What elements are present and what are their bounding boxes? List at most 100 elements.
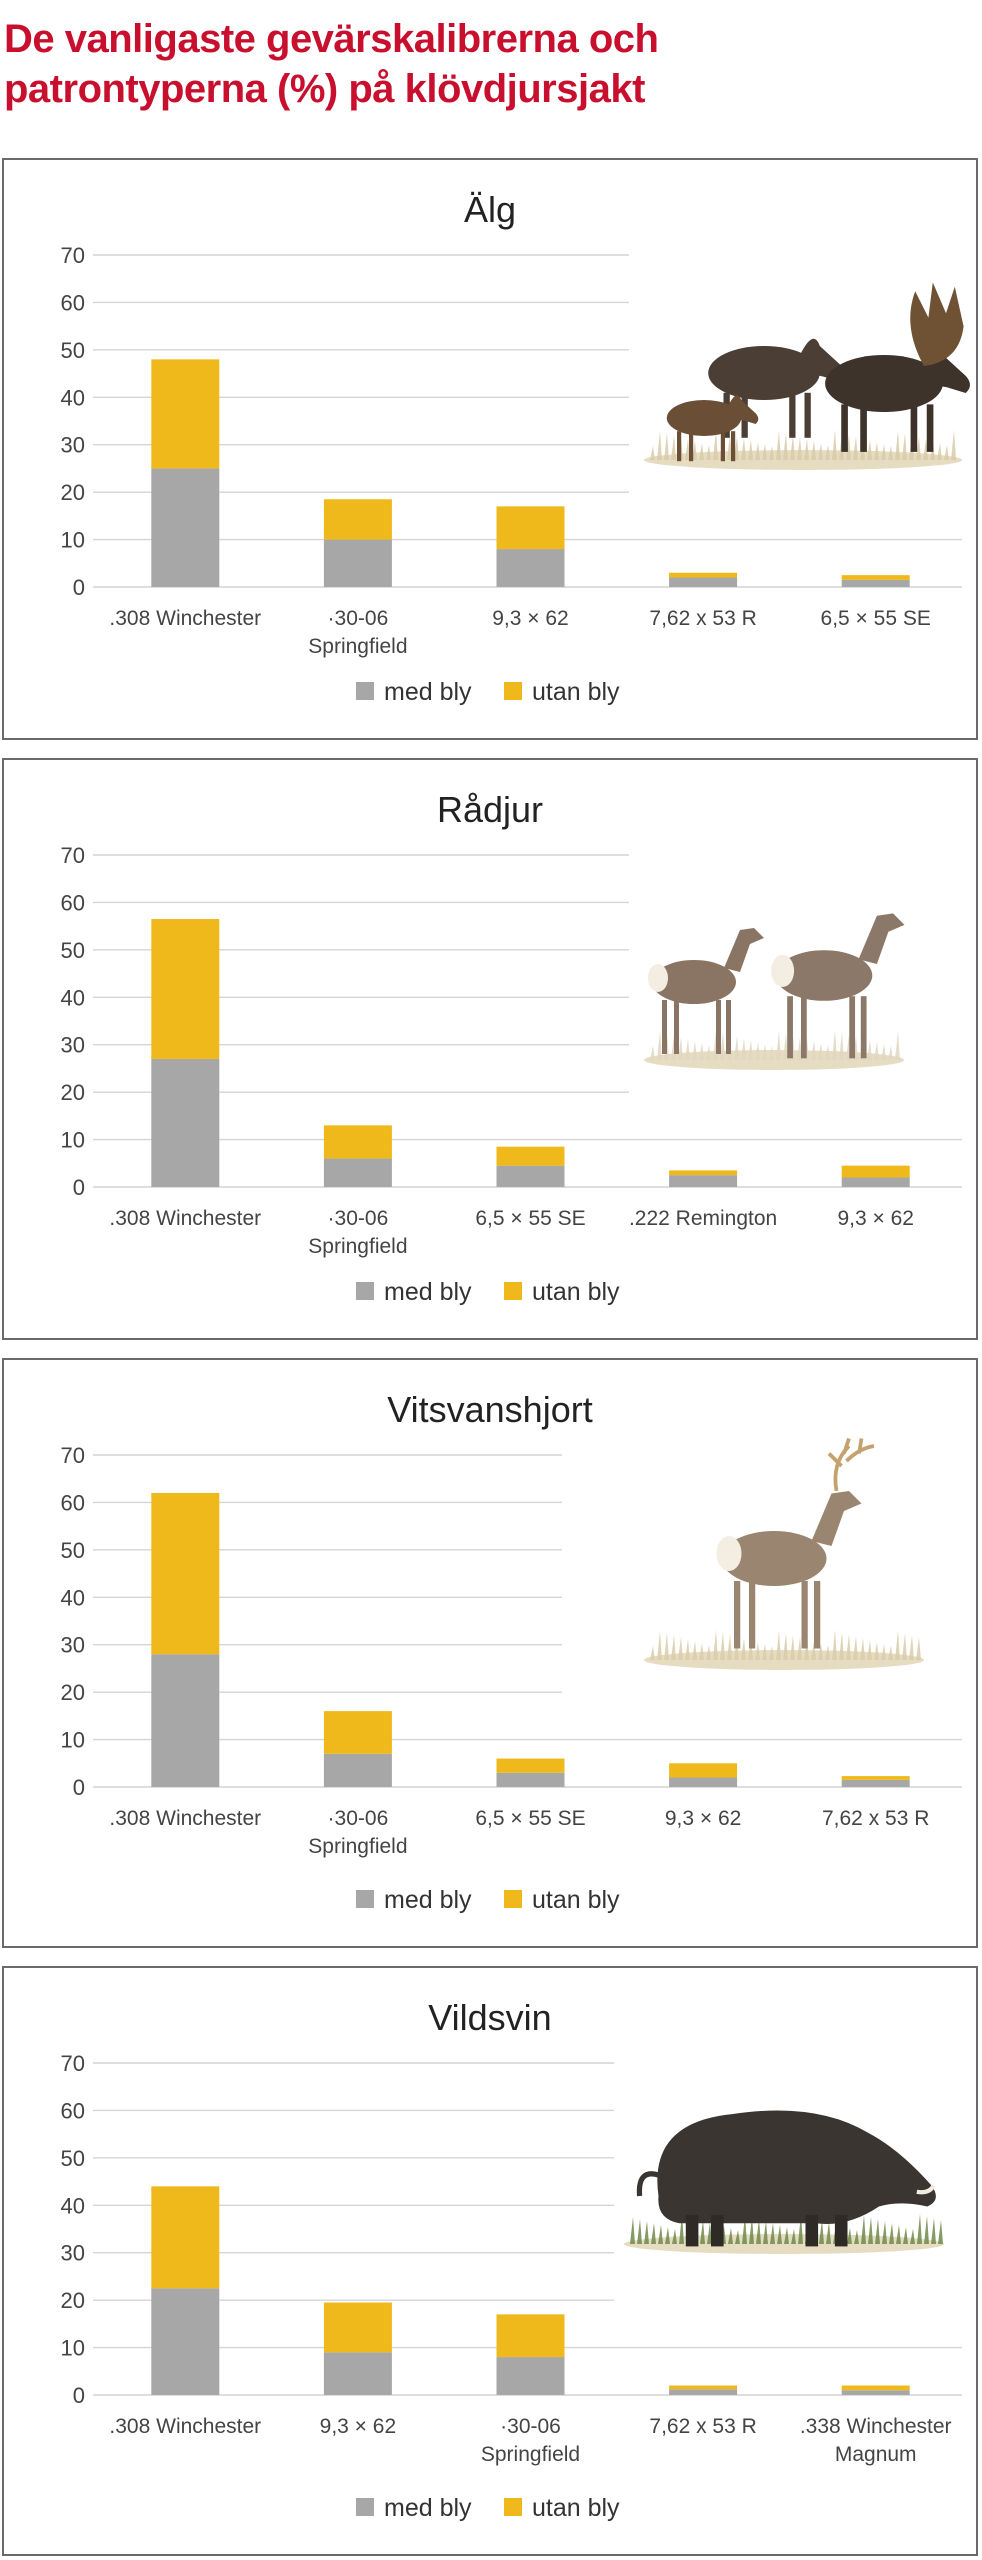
- legend-label-utan-bly: utan bly: [532, 2494, 620, 2522]
- legend: med bly utan bly: [356, 2494, 620, 2522]
- bar-med-bly: [151, 1654, 220, 1787]
- x-tick-label: ·30-06 Springfield: [308, 1207, 407, 1258]
- antler-shape: [910, 282, 964, 366]
- deer-leg: [749, 1581, 756, 1649]
- x-tick-label-line: 6,5 × 55 SE: [475, 1807, 585, 1830]
- grass-blade: [825, 445, 830, 460]
- x-tick-label: 9,3 × 62: [492, 607, 568, 630]
- deer-rump: [716, 1536, 742, 1571]
- grass-blade: [650, 1046, 655, 1060]
- legend-swatch-med-bly: [356, 2498, 374, 2516]
- chart-panel-vildsvin: Vildsvin 0 10 20 30 40 50 60 70 .308 Winchester 9,…: [2, 1966, 978, 2556]
- grass-blade: [742, 2215, 747, 2244]
- grass-blade: [783, 1633, 788, 1660]
- deer-leg: [801, 1581, 808, 1649]
- grass-blade: [770, 2223, 775, 2244]
- x-tick-label: 9,3 × 62: [320, 2415, 396, 2438]
- grass-blade: [755, 1642, 760, 1660]
- x-tick-label-line: ·30-06: [328, 1807, 389, 1830]
- grass-blade: [741, 438, 746, 460]
- x-tick-label-line: 9,3 × 62: [837, 1207, 913, 1230]
- grass-blade: [853, 436, 858, 460]
- grass-blade: [650, 1646, 655, 1660]
- x-tick-label: .308 Winchester: [109, 2415, 261, 2438]
- grass-blade: [881, 444, 886, 460]
- grass-blade: [671, 1635, 676, 1660]
- moose-leg: [841, 404, 848, 452]
- grass-blade: [798, 2214, 803, 2244]
- grass-blade: [818, 443, 823, 460]
- deer-figure: [648, 928, 764, 1054]
- boar-leg: [685, 2214, 699, 2247]
- bar-med-bly: [323, 2352, 392, 2395]
- chart-title: Vildsvin: [428, 1997, 551, 2038]
- deer-body: [721, 1531, 827, 1586]
- white-tailed-deer-illustration: [644, 1437, 924, 1670]
- bar-med-bly: [151, 2288, 220, 2395]
- bar-med-bly: [151, 1058, 220, 1187]
- grass-blade: [720, 1032, 725, 1060]
- grass-blade: [657, 1031, 662, 1060]
- x-tick-label-line: ·30-06: [500, 2415, 561, 2438]
- x-tick-label: 7,62 x 53 R: [822, 1807, 929, 1830]
- bar-utan-bly: [323, 1711, 392, 1754]
- moose-illustration: [644, 282, 970, 470]
- grass-blade: [874, 1642, 879, 1660]
- grass-blade: [874, 1042, 879, 1060]
- legend-label-utan-bly: utan bly: [532, 1278, 620, 1306]
- y-tick-label: 50: [61, 1538, 85, 1563]
- x-tick-label-line: 7,62 x 53 R: [649, 607, 756, 630]
- y-tick-label: 10: [61, 1128, 85, 1153]
- grass-blade: [678, 1637, 683, 1660]
- bar-med-bly: [323, 1753, 392, 1787]
- moose-body: [708, 346, 820, 400]
- grass-blade: [735, 2230, 740, 2244]
- y-tick-label: 60: [61, 890, 85, 915]
- grass-blade: [748, 440, 753, 460]
- grass-blade: [776, 431, 781, 460]
- y-tick-label: 10: [61, 2336, 85, 2361]
- grass-blade: [706, 1645, 711, 1660]
- grass-blade: [679, 2214, 684, 2244]
- y-tick-label: 10: [61, 1728, 85, 1753]
- bar-med-bly: [841, 1177, 910, 1187]
- grass-blade: [727, 1634, 732, 1660]
- deer-leg: [849, 996, 856, 1059]
- grass-blade: [672, 2229, 677, 2244]
- x-tick-label-line: 9,3 × 62: [665, 1807, 741, 1830]
- x-tick-label-line: Springfield: [308, 1235, 407, 1258]
- grass-blade: [909, 1635, 914, 1660]
- moose-body: [825, 355, 943, 412]
- x-tick-label-line: ·30-06: [328, 607, 389, 630]
- bar-utan-bly: [669, 572, 738, 578]
- x-tick-label: ·30-06 Springfield: [481, 2415, 580, 2466]
- x-tick-label-line: 7,62 x 53 R: [822, 1807, 929, 1830]
- moose-leg: [789, 392, 796, 438]
- grass-blade: [671, 435, 676, 460]
- y-tick-label: 20: [61, 1680, 85, 1705]
- grass-blade: [938, 2220, 943, 2244]
- legend-label-med-bly: med bly: [384, 678, 472, 706]
- grass-blade: [790, 1635, 795, 1660]
- grass-blade: [867, 1640, 872, 1660]
- bar-med-bly: [323, 539, 392, 587]
- boar-body: [657, 2110, 936, 2224]
- grass-blade: [811, 441, 816, 460]
- grass-blade: [769, 1646, 774, 1660]
- grass-blade: [882, 2221, 887, 2244]
- bar-utan-bly: [841, 1165, 910, 1178]
- grass-blade: [664, 1633, 669, 1660]
- deer-leg: [734, 1581, 741, 1649]
- legend-swatch-utan-bly: [504, 1890, 522, 1908]
- y-tick-label: 0: [73, 575, 85, 600]
- y-tick-label: 70: [61, 2051, 85, 2076]
- legend-swatch-med-bly: [356, 1282, 374, 1300]
- grass-blade: [777, 2225, 782, 2244]
- y-tick-label: 60: [61, 290, 85, 315]
- roe-deer-illustration: [644, 913, 905, 1070]
- x-tick-label-line: .222 Remington: [629, 1207, 777, 1230]
- grass-blade: [692, 441, 697, 460]
- grass-blade: [888, 446, 893, 460]
- legend-label-utan-bly: utan bly: [532, 678, 620, 706]
- deer-leg: [674, 1000, 679, 1054]
